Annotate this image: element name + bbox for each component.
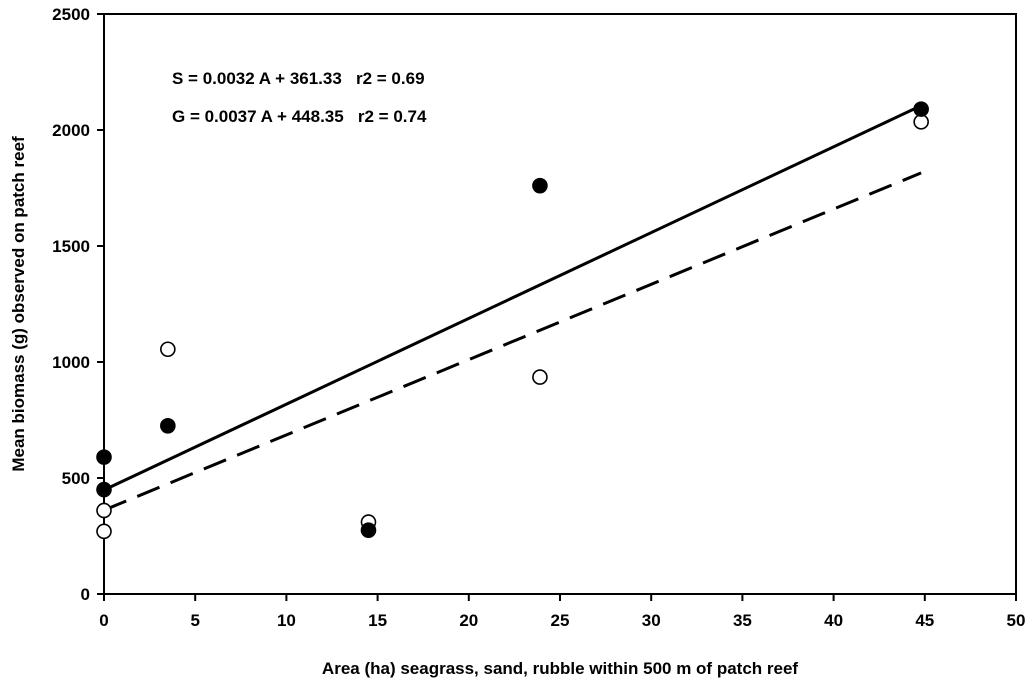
y-tick-label: 1000 <box>52 353 90 372</box>
open-data-point <box>96 523 112 540</box>
x-axis-ticks: 0 5 10 15 20 25 30 35 40 45 50 <box>99 594 1025 630</box>
x-tick-label: 40 <box>824 611 843 630</box>
x-tick-label: 0 <box>99 611 108 630</box>
y-axis-ticks: 0 500 1000 1500 2000 2500 <box>52 5 104 604</box>
filled-data-point <box>913 101 929 117</box>
x-tick-label: 35 <box>733 611 752 630</box>
y-tick-label: 500 <box>62 469 90 488</box>
open-data-point <box>160 341 176 358</box>
regression-equation: G = 0.0037 A + 448.35 r2 = 0.74 <box>172 107 427 126</box>
trendlines <box>103 104 922 512</box>
x-tick-label: 45 <box>915 611 934 630</box>
x-axis-title: Area (ha) seagrass, sand, rubble within … <box>322 659 798 678</box>
filled-data-point <box>360 522 377 539</box>
y-axis-title: Mean biomass (g) observed on patch reef <box>9 136 28 472</box>
x-tick-label: 25 <box>551 611 570 630</box>
y-tick-label: 1500 <box>52 237 90 256</box>
x-tick-label: 15 <box>368 611 387 630</box>
x-tick-label: 10 <box>277 611 296 630</box>
filled-data-point <box>96 449 112 465</box>
annotations: S = 0.0032 A + 361.33 r2 = 0.69 G = 0.003… <box>172 69 427 126</box>
filled-data-point <box>160 417 176 434</box>
x-tick-label: 50 <box>1007 611 1026 630</box>
trendline-dashed <box>103 171 922 512</box>
open-data-point <box>96 502 112 519</box>
filled-data-point <box>96 481 112 498</box>
filled-data-point <box>532 177 548 194</box>
y-tick-label: 2000 <box>52 121 90 140</box>
x-tick-label: 5 <box>190 611 199 630</box>
x-tick-label: 20 <box>459 611 478 630</box>
y-tick-label: 0 <box>81 585 90 604</box>
open-data-point <box>532 369 548 385</box>
trendline-solid <box>103 104 922 492</box>
regression-equation: S = 0.0032 A + 361.33 r2 = 0.69 <box>172 69 425 88</box>
data-points <box>96 101 929 540</box>
y-tick-label: 2500 <box>52 5 90 24</box>
open-data-point <box>913 114 929 130</box>
x-tick-label: 30 <box>642 611 661 630</box>
